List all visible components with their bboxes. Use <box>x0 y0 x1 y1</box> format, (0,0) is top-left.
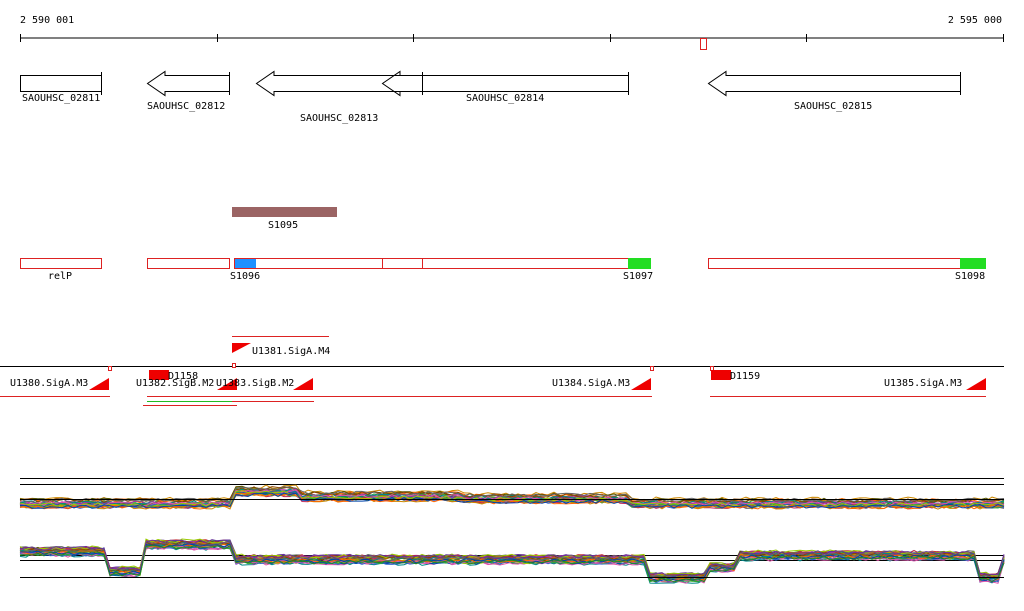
promoter-u1382[interactable]: U1382.SigB.M2 <box>136 378 237 406</box>
srna-label: S1095 <box>268 220 298 231</box>
gene-saouhsc-02813[interactable]: SAOUHSC_02813 <box>255 70 423 125</box>
scale-start-label: 2 590 001 <box>20 15 74 26</box>
gene-label: SAOUHSC_02813 <box>300 113 378 124</box>
expression-line <box>19 539 1005 577</box>
expression-line <box>19 541 1005 579</box>
expression-line <box>19 543 1005 582</box>
segment-label: relP <box>48 271 72 282</box>
promoter-u1384[interactable]: U1384.SigA.M3 <box>232 366 654 397</box>
segment-box[interactable] <box>147 258 230 269</box>
expression-track-bottom <box>19 538 1005 584</box>
gene-label: SAOUHSC_02811 <box>22 93 100 104</box>
gene-label: SAOUHSC_02812 <box>147 101 225 112</box>
downregulated-d1159[interactable]: D1159 <box>710 366 761 383</box>
gene-saouhsc-02815[interactable]: SAOUHSC_02815 <box>707 70 961 113</box>
gene-saouhsc-02814[interactable]: SAOUHSC_02814 <box>381 70 629 105</box>
gene-track: SAOUHSC_02811 SAOUHSC_02812 SAOUHSC_0281… <box>20 70 961 125</box>
segment-label: S1098 <box>955 271 985 282</box>
promoter-label: U1383.SigB.M2 <box>216 378 294 389</box>
promoter-label: U1384.SigA.M3 <box>552 378 630 389</box>
promoter-label: U1380.SigA.M3 <box>10 378 88 389</box>
segment-s1096[interactable]: S1096 <box>230 258 629 282</box>
promoter-track: U1381.SigA.M4 U1380.SigA.M3 D1158 U1382.… <box>0 336 1004 406</box>
gene-label: SAOUHSC_02814 <box>466 93 544 104</box>
ruler: 2 590 001 2 595 000 <box>20 15 1004 50</box>
promoter-u1381[interactable]: U1381.SigA.M4 <box>232 336 330 358</box>
promoter-label: U1385.SigA.M3 <box>884 378 962 389</box>
segment-label: S1097 <box>623 271 653 282</box>
position-marker[interactable] <box>700 38 707 50</box>
segment-relp[interactable]: relP <box>20 258 102 283</box>
segment-s1098[interactable]: S1098 <box>708 258 987 282</box>
promoter-u1385[interactable]: U1385.SigA.M3 <box>710 378 986 397</box>
expression-line <box>19 486 1005 503</box>
segment-s1097[interactable]: S1097 <box>623 258 653 282</box>
srna-s1095[interactable]: S1095 <box>232 207 337 231</box>
expression-line <box>19 544 1005 583</box>
segment-label: S1096 <box>230 271 260 282</box>
scale-end-label: 2 595 000 <box>948 15 1002 26</box>
expression-lines <box>19 484 1005 510</box>
expression-lines <box>19 538 1005 584</box>
promoter-u1380[interactable]: U1380.SigA.M3 <box>0 366 112 397</box>
downregulated-label: D1159 <box>730 371 760 382</box>
promoter-label: U1381.SigA.M4 <box>252 346 330 357</box>
gene-saouhsc-02811[interactable]: SAOUHSC_02811 <box>20 72 102 104</box>
expression-line <box>19 489 1005 507</box>
downregulated-d1158[interactable]: D1158 <box>149 370 198 382</box>
expression-track-top <box>19 478 1005 510</box>
expression-line <box>19 492 1005 509</box>
downregulated-label: D1158 <box>168 371 198 382</box>
gene-label: SAOUHSC_02815 <box>794 101 872 112</box>
promoter-label: U1382.SigB.M2 <box>136 378 214 389</box>
promoter-u1383[interactable]: U1383.SigB.M2 <box>216 363 314 402</box>
gene-saouhsc-02812[interactable]: SAOUHSC_02812 <box>146 70 230 113</box>
transcript-track: relP S1096 S1097 S1098 <box>20 258 987 283</box>
